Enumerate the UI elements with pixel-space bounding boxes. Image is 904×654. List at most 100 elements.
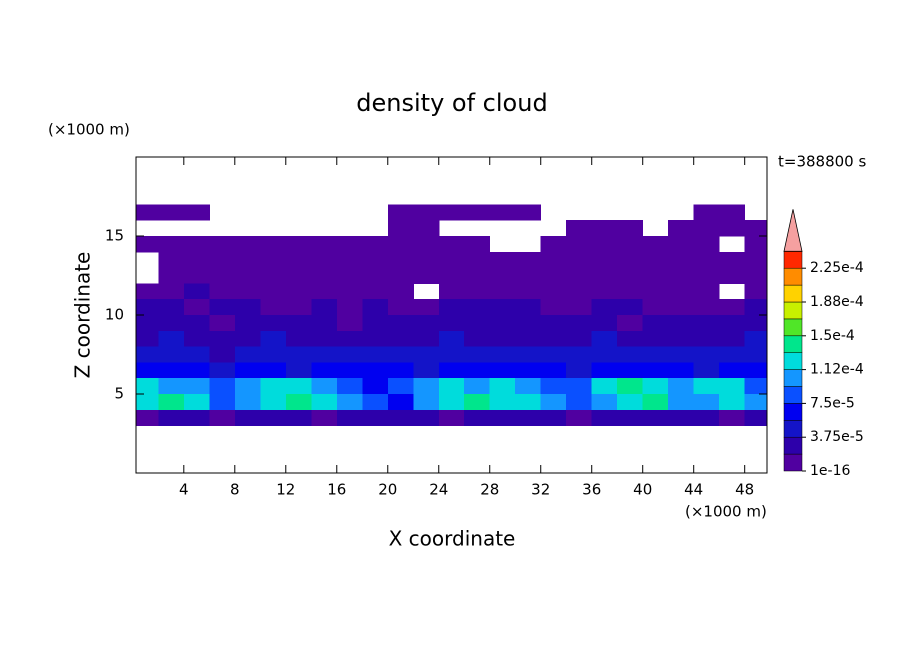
contour-cell <box>591 346 618 363</box>
contour-cell <box>285 236 312 253</box>
contour-cell <box>311 315 338 332</box>
contour-cell <box>362 251 389 269</box>
contour-cell <box>464 299 491 316</box>
contour-cell <box>566 378 593 395</box>
contour-cell <box>668 362 695 379</box>
contour-cell <box>668 409 695 427</box>
contour-cell <box>311 283 338 300</box>
contour-cell <box>438 394 465 411</box>
contour-cell <box>744 378 768 395</box>
contour-cell <box>591 220 618 237</box>
contour-cell <box>744 315 768 332</box>
contour-cell <box>617 330 644 348</box>
contour-cell <box>362 394 389 411</box>
contour-cell <box>540 409 567 427</box>
contour-cell <box>515 299 542 316</box>
contour-cell <box>668 251 695 269</box>
contour-cell <box>719 346 746 363</box>
contour-cell <box>489 394 516 411</box>
contour-cell <box>285 299 312 316</box>
contour-cell <box>438 267 465 284</box>
contour-cell <box>566 362 593 379</box>
contour-cell <box>260 236 287 253</box>
contour-cell <box>591 394 618 411</box>
y-unit: (×1000 m) <box>48 121 130 139</box>
contour-cell <box>693 204 720 221</box>
contour-cell <box>413 394 440 411</box>
contour-cell <box>515 409 542 427</box>
x-tick-label: 12 <box>276 481 295 499</box>
contour-cell <box>719 330 746 348</box>
contour-cell <box>234 346 261 363</box>
contour-cell <box>693 362 720 379</box>
contour-cell <box>285 330 312 348</box>
colorbar-swatch <box>783 301 803 320</box>
contour-cell <box>234 267 261 284</box>
contour-cell <box>260 330 287 348</box>
contour-cell <box>668 267 695 284</box>
contour-cell <box>642 299 669 316</box>
contour-cell <box>260 378 287 395</box>
contour-cell <box>591 362 618 379</box>
contour-cell <box>136 394 159 411</box>
contour-cell <box>617 315 644 332</box>
contour-cell <box>158 378 185 395</box>
contour-cell <box>464 315 491 332</box>
contour-cell <box>311 394 338 411</box>
contour-cell <box>336 267 363 284</box>
contour-cell <box>515 378 542 395</box>
x-unit: (×1000 m) <box>685 503 767 521</box>
contour-cell <box>209 409 236 427</box>
contour-cell <box>642 346 669 363</box>
colorbar-tick-label: 2.25e-4 <box>810 260 864 276</box>
contour-cell <box>362 330 389 348</box>
contour-cell <box>693 346 720 363</box>
contour-cell <box>719 315 746 332</box>
contour-cell <box>693 251 720 269</box>
contour-cell <box>234 299 261 316</box>
contour-cell <box>668 283 695 300</box>
contour-cell <box>668 394 695 411</box>
x-tick-label: 44 <box>684 481 703 499</box>
contour-cell <box>693 394 720 411</box>
contour-cell <box>183 409 210 427</box>
contour-cell <box>540 236 567 253</box>
contour-cell <box>515 362 542 379</box>
contour-cell <box>136 330 159 348</box>
colorbar-swatch <box>783 386 803 404</box>
contour-cell <box>209 394 236 411</box>
contour-cell <box>234 330 261 348</box>
contour-cell <box>413 236 440 253</box>
colorbar-tick-label: 1.88e-4 <box>810 294 864 310</box>
contour-cell <box>438 251 465 269</box>
contour-cell <box>311 236 338 253</box>
contour-cell <box>693 409 720 427</box>
contour-cell <box>362 267 389 284</box>
contour-cell <box>744 299 768 316</box>
contour-cell <box>617 267 644 284</box>
contour-cell <box>158 267 185 284</box>
contour-cell <box>183 362 210 379</box>
contour-cell <box>285 394 312 411</box>
contour-cell <box>158 330 185 348</box>
contour-cell <box>566 251 593 269</box>
contour-cell <box>158 315 185 332</box>
contour-cell <box>642 378 669 395</box>
contour-cell <box>489 267 516 284</box>
contour-cell <box>617 378 644 395</box>
contour-cell <box>540 362 567 379</box>
contour-cell <box>642 267 669 284</box>
contour-cell <box>515 315 542 332</box>
contour-cell <box>591 409 618 427</box>
contour-cell <box>183 236 210 253</box>
contour-cell <box>617 236 644 253</box>
contour-cell <box>260 267 287 284</box>
contour-cell <box>489 251 516 269</box>
contour-cell <box>744 236 768 253</box>
contour-cell <box>591 315 618 332</box>
contour-cell <box>566 394 593 411</box>
contour-cell <box>515 346 542 363</box>
colorbar-swatch <box>783 369 803 387</box>
contour-cell <box>668 315 695 332</box>
contour-cell <box>387 378 414 395</box>
